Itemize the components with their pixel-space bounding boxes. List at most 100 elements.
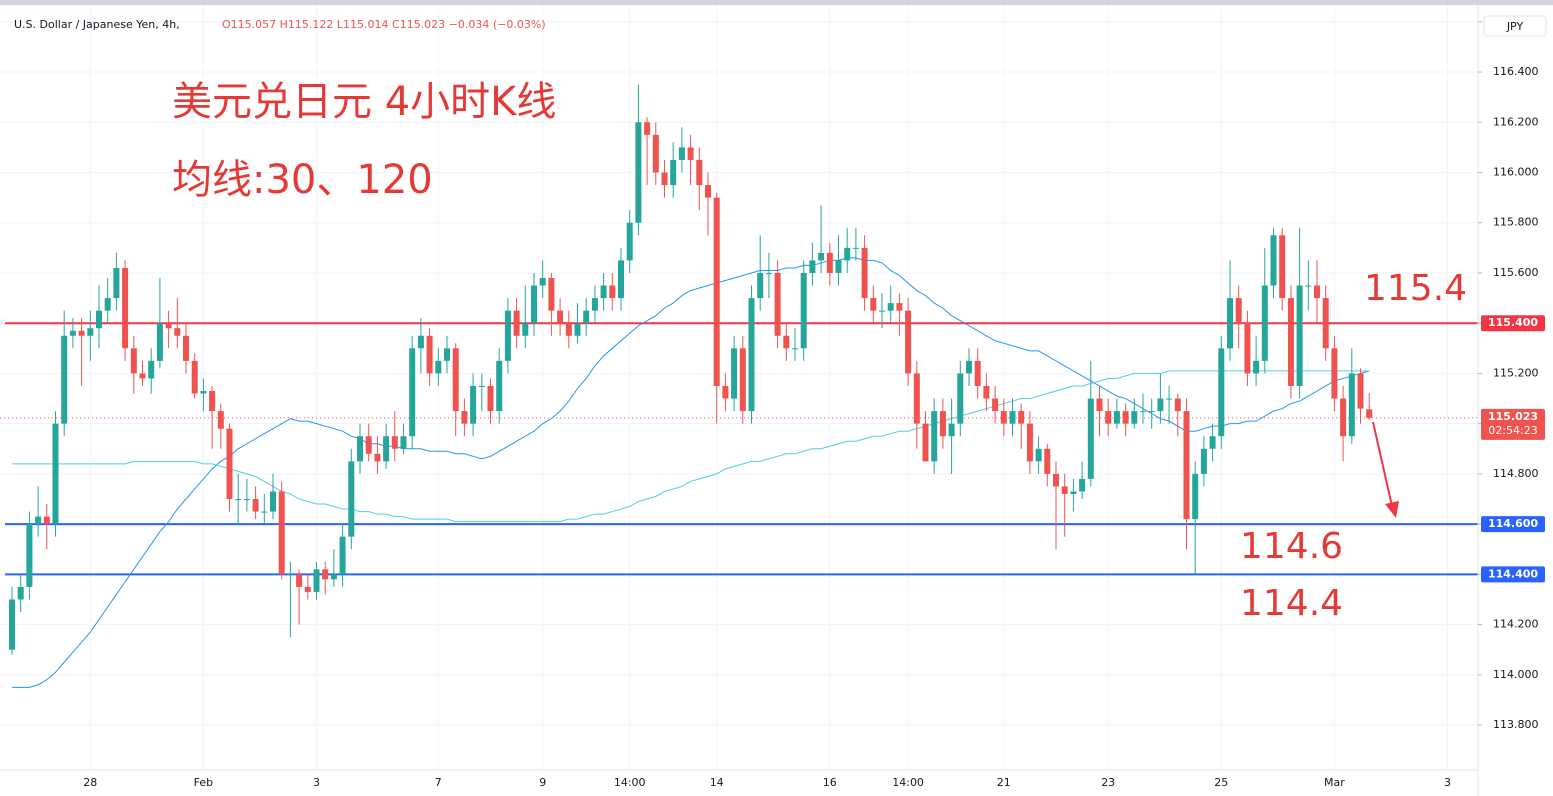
candle-body (43, 516, 50, 525)
candle-body (1235, 298, 1242, 324)
candle-body (983, 385, 990, 399)
candle-body (600, 285, 607, 299)
ohlc: O115.057 H115.122 L115.014 C115.023 −0.0… (222, 18, 546, 31)
candle-body (992, 398, 999, 412)
candle-body (861, 247, 868, 299)
candle-body (1166, 398, 1173, 400)
x-tick-label: 9 (539, 776, 546, 789)
x-tick-label: 14 (710, 776, 724, 789)
candle-body (444, 348, 450, 361)
candle-body (122, 267, 129, 349)
candle-body (1061, 486, 1068, 494)
candle-body (1244, 323, 1251, 374)
level-label-box (1481, 516, 1545, 533)
candle-body (713, 197, 720, 386)
candle-body (1192, 473, 1199, 520)
candle-body (1305, 285, 1312, 287)
candle-body (1296, 285, 1303, 386)
candle-body (974, 360, 981, 386)
candle-body (348, 461, 355, 537)
candle-body (148, 360, 155, 379)
candle-body (1044, 448, 1051, 474)
candle-body (957, 373, 964, 424)
candle-body (1366, 409, 1373, 418)
candle-body (191, 360, 198, 394)
candle-body (113, 267, 120, 299)
candle-body (618, 260, 624, 299)
candle-body (1261, 285, 1268, 361)
candle-body (417, 335, 424, 349)
level-note: 114.4 (1240, 583, 1343, 624)
candle-body (357, 436, 363, 462)
candle-body (913, 373, 920, 424)
candle-body (156, 323, 163, 361)
candle-body (278, 491, 285, 575)
candle-body (1053, 473, 1059, 487)
candle-body (183, 335, 189, 361)
candle-body (931, 411, 938, 462)
candle-body (1009, 411, 1016, 424)
candle-body (644, 122, 651, 135)
candle-body (687, 147, 694, 160)
candle-body (635, 122, 642, 223)
candles (9, 84, 1373, 655)
y-tick-label: 115.800 (1493, 216, 1539, 229)
x-tick-label: 14:00 (892, 776, 924, 789)
level-label: 114.600 (1488, 517, 1538, 530)
level-note: 114.6 (1240, 526, 1343, 567)
candle-body (522, 323, 529, 336)
candle-body (78, 330, 85, 336)
axes: 113.800 114.000 114.200 114.400 114.600 114.8… (83, 15, 1545, 789)
candle-body (426, 335, 433, 374)
candle-body (104, 298, 111, 311)
candle-body (609, 285, 616, 299)
x-tick-label: 7 (435, 776, 442, 789)
candle-body (583, 310, 590, 324)
candle-body (1357, 373, 1364, 409)
candle-body (487, 385, 494, 412)
level-label: 114.400 (1488, 567, 1538, 580)
candle-body (139, 373, 146, 379)
candle-body (513, 310, 520, 336)
candle-body (1279, 235, 1286, 299)
candle-body (1018, 411, 1025, 424)
candle-body (1122, 411, 1129, 424)
candle-body (26, 524, 33, 587)
candle-body (574, 323, 581, 336)
currency-box (1483, 15, 1547, 37)
candle-body (400, 436, 407, 449)
candle-body (1148, 411, 1155, 413)
x-tick-label: Mar (1324, 776, 1345, 789)
candle-body (226, 428, 233, 500)
y-tick-label: 113.800 (1493, 718, 1539, 731)
candle-body (1131, 411, 1138, 424)
x-tick-label: 3 (1444, 776, 1451, 789)
candle-body (9, 599, 15, 650)
arrow-head (1385, 501, 1399, 518)
x-tick-label: 23 (1101, 776, 1115, 789)
candle-body (174, 328, 181, 336)
candle-body (409, 348, 416, 437)
candle-body (774, 272, 781, 336)
candle-body (939, 411, 946, 437)
level-label-box (1481, 566, 1545, 583)
candle-body (531, 285, 537, 324)
candle-body (1105, 411, 1112, 424)
x-tick-label: 21 (997, 776, 1011, 789)
candle-body (304, 586, 311, 592)
y-tick-label: 114.200 (1493, 618, 1539, 631)
y-tick-label: 115.600 (1493, 266, 1539, 279)
candle-body (896, 303, 903, 311)
candle-body (1157, 398, 1164, 412)
last-price-box (1481, 408, 1545, 440)
candle-body (591, 298, 598, 311)
candle-body (748, 298, 755, 412)
candle-body (818, 252, 825, 261)
candle-body (1331, 348, 1338, 399)
candle-body (252, 499, 259, 512)
last-price-label: 115.023 (1488, 410, 1538, 423)
candle-body (548, 277, 555, 311)
candle-body (670, 159, 677, 186)
countdown: 02:54:23 (1488, 424, 1537, 437)
